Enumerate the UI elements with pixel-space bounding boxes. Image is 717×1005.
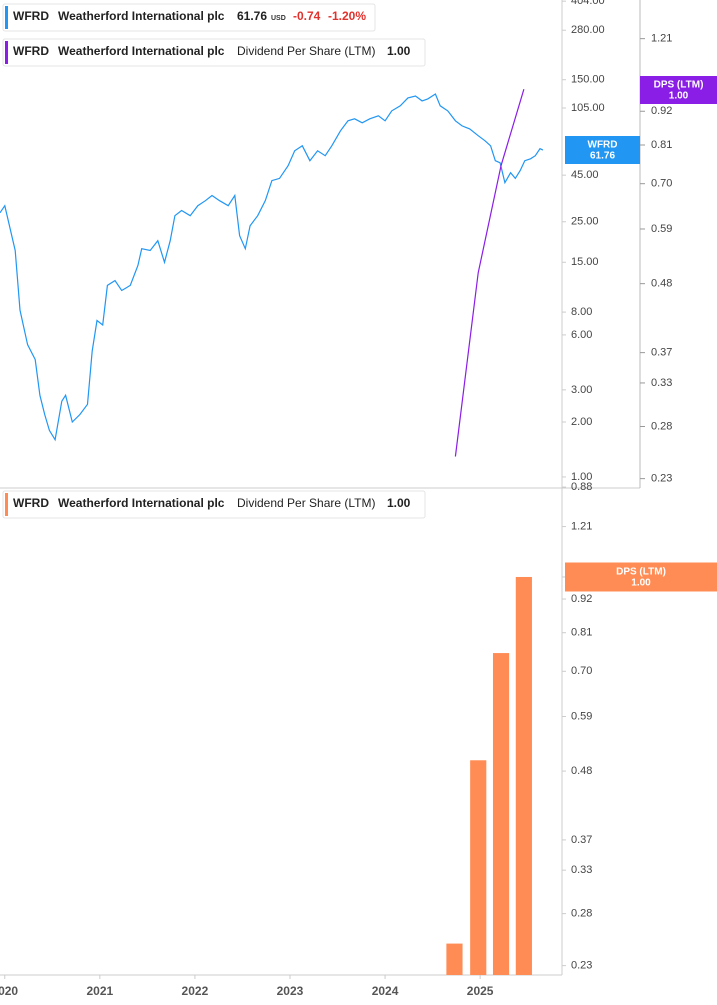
y-tick-label: 0.92 (571, 593, 592, 605)
y-tick-label: 0.59 (571, 710, 592, 722)
x-tick-label: 2023 (277, 984, 304, 998)
y-tick-label: 0.33 (571, 864, 592, 876)
legend-ticker: WFRD (13, 496, 49, 510)
bar (446, 943, 463, 975)
y-tick-label: 0.88 (571, 481, 592, 493)
price-tag-label: DPS (LTM) (616, 567, 666, 578)
y-tick-label: 105.00 (571, 102, 605, 114)
price-tag-value: 1.00 (631, 578, 651, 589)
legend-value: 1.00 (387, 44, 411, 58)
legend-company: Weatherford International plc (58, 496, 225, 510)
y-tick-label: 280.00 (571, 24, 605, 36)
legend-ticker: WFRD (13, 9, 49, 23)
legend-swatch (5, 493, 8, 516)
legend-series: Dividend Per Share (LTM) (237, 496, 376, 510)
y2-tick-label: 0.70 (651, 178, 672, 190)
legend-change: -0.74 (293, 9, 321, 23)
y-tick-label: 0.48 (571, 765, 592, 777)
y-tick-label: 404.00 (571, 0, 605, 7)
y-tick-label: 150.00 (571, 74, 605, 86)
x-tick-label: 2025 (467, 984, 494, 998)
price-tag (565, 562, 717, 592)
y2-tick-label: 0.92 (651, 105, 672, 117)
legend-series: Dividend Per Share (LTM) (237, 44, 376, 58)
bar (515, 576, 532, 975)
y-tick-label: 15.00 (571, 256, 599, 268)
y-tick-label: 3.00 (571, 384, 592, 396)
legend-price: 61.76 (237, 9, 267, 23)
legend-box (2, 38, 426, 67)
y2-tick-label: 0.48 (651, 278, 672, 290)
bar (492, 653, 510, 975)
x-tick-label: 2022 (182, 984, 209, 998)
legend-ticker: WFRD (13, 44, 49, 58)
bar (470, 760, 487, 975)
y-tick-label: 6.00 (571, 329, 592, 341)
legend-box (2, 3, 376, 32)
legend-company: Weatherford International plc (58, 44, 225, 58)
y-tick-label: 8.00 (571, 306, 592, 318)
y2-tick-label: 0.33 (651, 377, 672, 389)
series-line (0, 93, 544, 442)
y2-tick-label: 1.21 (651, 33, 672, 45)
x-tick-label: 2024 (372, 984, 399, 998)
y2-tick-label: 0.37 (651, 347, 672, 359)
y-tick-label: 0.23 (571, 960, 592, 972)
legend-company: Weatherford International plc (58, 9, 225, 23)
y2-tick-label: 0.81 (651, 139, 672, 151)
legend-currency: USD (271, 15, 286, 22)
price-tag-value: 1.00 (669, 91, 689, 102)
legend-value: 1.00 (387, 496, 411, 510)
price-tag-label: WFRD (588, 140, 618, 151)
y2-tick-label: 0.23 (651, 473, 672, 485)
y-tick-label: 0.81 (571, 627, 592, 639)
y-tick-label: 0.37 (571, 834, 592, 846)
legend-change-pct: -1.20% (328, 9, 366, 23)
y2-tick-label: 0.59 (651, 223, 672, 235)
y-tick-label: 45.00 (571, 169, 599, 181)
y-tick-label: 1.21 (571, 520, 592, 532)
price-tag-value: 61.76 (590, 151, 615, 162)
series-line (454, 89, 525, 457)
legend-swatch (5, 6, 8, 29)
y-tick-label: 1.00 (571, 471, 592, 483)
price-tag-label: DPS (LTM) (654, 80, 704, 91)
legend-box (2, 490, 426, 519)
y-tick-label: 25.00 (571, 216, 599, 228)
x-tick-label: 2021 (86, 984, 113, 998)
y-tick-label: 0.28 (571, 908, 592, 920)
price-tag (565, 136, 640, 164)
price-tag (640, 76, 717, 104)
y2-tick-label: 0.28 (651, 420, 672, 432)
y-tick-label: 2.00 (571, 416, 592, 428)
legend-swatch (5, 41, 8, 64)
y-tick-label: 0.70 (571, 665, 592, 677)
